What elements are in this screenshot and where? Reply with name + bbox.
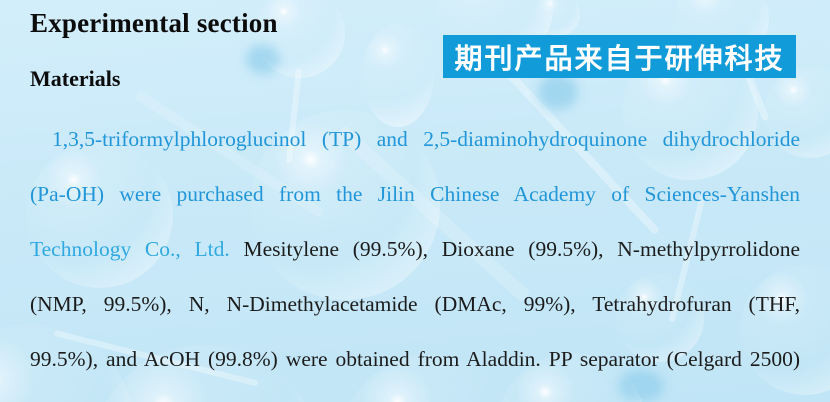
bubble — [250, 110, 440, 300]
paragraph-line: (NMP, 99.5%), N, N-Dimethylacetamide (DM… — [30, 277, 800, 332]
bubble — [764, 66, 830, 158]
vendor-banner: 期刊产品来自于研伸科技 — [443, 35, 796, 78]
molecule-node — [538, 74, 578, 110]
bubble — [27, 142, 173, 288]
text-segment-black: Mesitylene (99.5%), Dioxane (99.5%), N-m… — [229, 237, 800, 261]
text-segment-blue: (Pa-OH) were purchased from the Jilin Ch… — [30, 182, 800, 206]
paragraph-line: 99.5%), and AcOH (99.8%) were obtained f… — [30, 332, 800, 387]
bubble — [255, 0, 345, 78]
paragraph-line: 1,3,5-triformylphloroglucinol (TP) and 2… — [30, 112, 800, 167]
text-segment-blue: 1,3,5-triformylphloroglucinol (TP) and 2… — [52, 127, 800, 151]
bubble — [536, 0, 580, 36]
bubble — [616, 274, 704, 362]
bubble — [362, 23, 434, 127]
paragraph-line: (Pa-OH) were purchased from the Jilin Ch… — [30, 167, 800, 222]
subsection-heading: Materials — [30, 66, 121, 91]
text-segment-black: (NMP, 99.5%), N, N-Dimethylacetamide (DM… — [30, 292, 800, 316]
paragraph-line: Technology Co., Ltd. Mesitylene (99.5%),… — [30, 222, 800, 277]
vendor-banner-text: 期刊产品来自于研伸科技 — [454, 41, 785, 75]
section-heading: Experimental section — [30, 8, 278, 38]
text-segment-black: 99.5%), and AcOH (99.8%) were obtained f… — [30, 347, 800, 371]
text-segment-lightblue: Technology Co., Ltd. — [30, 237, 230, 261]
materials-paragraph: 1,3,5-triformylphloroglucinol (TP) and 2… — [30, 112, 800, 387]
